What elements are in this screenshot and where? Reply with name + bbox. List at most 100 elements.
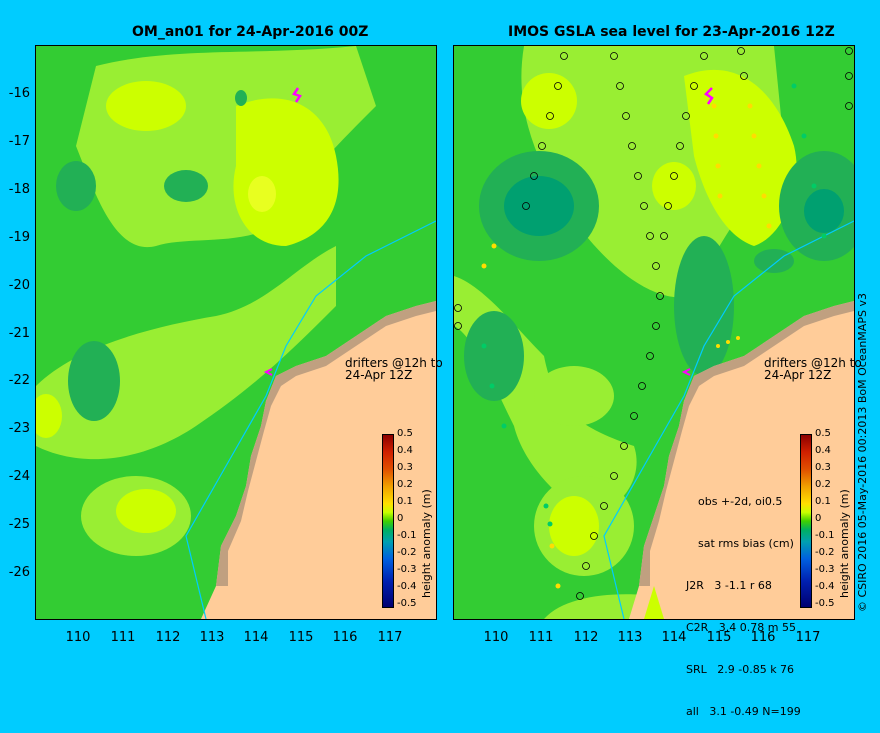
- stats-row: C2R 3.4 0.78 m 55: [686, 621, 796, 634]
- anomaly-contour: [248, 176, 276, 212]
- x-tick: 115: [288, 630, 314, 645]
- stats-header-1: obs +-2d, oi0.5: [698, 495, 783, 508]
- anomaly-contour: [164, 170, 208, 202]
- land-mass: [629, 301, 854, 619]
- colorbar-tick: 0: [397, 513, 404, 524]
- stats-row: J2R 3 -1.1 r 68: [686, 579, 772, 592]
- drifter-label-line-2: 24-Apr 12Z: [345, 368, 413, 382]
- colorbar-tick: 0.4: [815, 445, 831, 456]
- anomaly-contour: [652, 162, 696, 210]
- coastal-shelf: [639, 301, 854, 586]
- right-panel-title: IMOS GSLA sea level for 23-Apr-2016 12Z: [508, 24, 835, 40]
- isobath-line: [603, 220, 854, 619]
- colorbar-tick: 0.5: [397, 428, 413, 439]
- x-tick: 117: [795, 630, 821, 645]
- right-colorbar: [800, 434, 812, 608]
- y-tick: -19: [8, 230, 30, 245]
- colorbar-tick: -0.3: [815, 564, 835, 575]
- coastal-shelf: [216, 301, 436, 586]
- anomaly-contour: [116, 489, 176, 533]
- colorbar-tick: -0.2: [815, 547, 835, 558]
- x-tick: 111: [528, 630, 554, 645]
- anomaly-contour: [68, 341, 120, 421]
- y-tick: -24: [8, 469, 30, 484]
- right-map: [454, 46, 854, 619]
- colorbar-tick: 0.1: [397, 496, 413, 507]
- anomaly-contour: [674, 236, 734, 376]
- anomaly-contour: [684, 69, 797, 246]
- colorbar-tick: 0.2: [815, 479, 831, 490]
- colorbar-tick: -0.3: [397, 564, 417, 575]
- x-tick: 110: [483, 630, 509, 645]
- y-tick: -22: [8, 373, 30, 388]
- colorbar-tick: 0.2: [397, 479, 413, 490]
- left-drifter-label: drifters @12h to 24-Apr 12Z: [345, 357, 443, 381]
- colorbar-tick: 0: [815, 513, 822, 524]
- x-tick: 117: [377, 630, 403, 645]
- anomaly-contour: [804, 189, 844, 233]
- colorbar-tick: -0.5: [397, 598, 417, 609]
- stats-row: all 3.1 -0.49 N=199: [686, 705, 801, 718]
- anomaly-contour: [754, 249, 794, 273]
- drifter-label-line-1: drifters @12h to: [345, 356, 443, 370]
- anomaly-contour: [521, 73, 577, 129]
- stats-header-2: sat rms bias (cm): [698, 537, 794, 550]
- left-panel-title: OM_an01 for 24-Apr-2016 00Z: [132, 24, 369, 40]
- drifter-label-line-2: 24-Apr 12Z: [764, 368, 832, 382]
- colorbar-tick: 0.5: [815, 428, 831, 439]
- anomaly-contour: [464, 311, 524, 401]
- x-tick: 115: [706, 630, 732, 645]
- y-tick: -23: [8, 421, 30, 436]
- colorbar-tick: -0.4: [815, 581, 835, 592]
- x-tick: 116: [750, 630, 776, 645]
- drifter-track: [681, 368, 691, 376]
- colorbar-tick: -0.2: [397, 547, 417, 558]
- colorbar-tick: -0.4: [397, 581, 417, 592]
- credit-text: © CSIRO 2016 05-May-2016 00:2013 BoM Oce…: [856, 293, 869, 612]
- x-tick: 112: [155, 630, 181, 645]
- right-map-panel: [453, 45, 855, 620]
- anomaly-contour: [235, 90, 247, 106]
- right-colorbar-title: height anomaly (m): [838, 489, 851, 598]
- y-tick: -17: [8, 134, 30, 149]
- colorbar-tick: 0.3: [397, 462, 413, 473]
- x-tick: 113: [617, 630, 643, 645]
- y-tick: -21: [8, 326, 30, 341]
- colorbar-tick: -0.5: [815, 598, 835, 609]
- colorbar-tick: 0.4: [397, 445, 413, 456]
- anomaly-contour: [106, 81, 186, 131]
- colorbar-tick: -0.1: [815, 530, 835, 541]
- y-tick: -16: [8, 86, 30, 101]
- satellite-track-observations: [454, 47, 853, 600]
- anomaly-contour: [644, 586, 664, 619]
- drifter-track: [292, 87, 302, 103]
- anomaly-contour: [549, 496, 599, 556]
- x-tick: 111: [110, 630, 136, 645]
- drifter-track: [704, 87, 714, 105]
- anomaly-contour: [534, 366, 614, 426]
- y-tick: -25: [8, 517, 30, 532]
- satellite-track-observations: [481, 103, 772, 589]
- drifter-label-line-1: drifters @12h to: [764, 356, 862, 370]
- left-colorbar: [382, 434, 394, 608]
- x-tick: 110: [65, 630, 91, 645]
- left-map: [36, 46, 436, 619]
- anomaly-contour: [36, 394, 62, 438]
- left-colorbar-title: height anomaly (m): [420, 489, 433, 598]
- left-map-panel: [35, 45, 437, 620]
- x-tick: 114: [243, 630, 269, 645]
- y-tick: -26: [8, 565, 30, 580]
- x-tick: 116: [332, 630, 358, 645]
- drifter-track: [263, 368, 273, 376]
- stats-row: SRL 2.9 -0.85 k 76: [686, 663, 795, 676]
- x-tick: 112: [573, 630, 599, 645]
- x-tick: 114: [661, 630, 687, 645]
- anomaly-contour: [504, 176, 574, 236]
- y-tick: -18: [8, 182, 30, 197]
- colorbar-tick: 0.3: [815, 462, 831, 473]
- land-mass: [201, 301, 436, 619]
- colorbar-tick: 0.1: [815, 496, 831, 507]
- y-tick: -20: [8, 278, 30, 293]
- anomaly-contour: [56, 161, 96, 211]
- isobath-line: [185, 220, 436, 619]
